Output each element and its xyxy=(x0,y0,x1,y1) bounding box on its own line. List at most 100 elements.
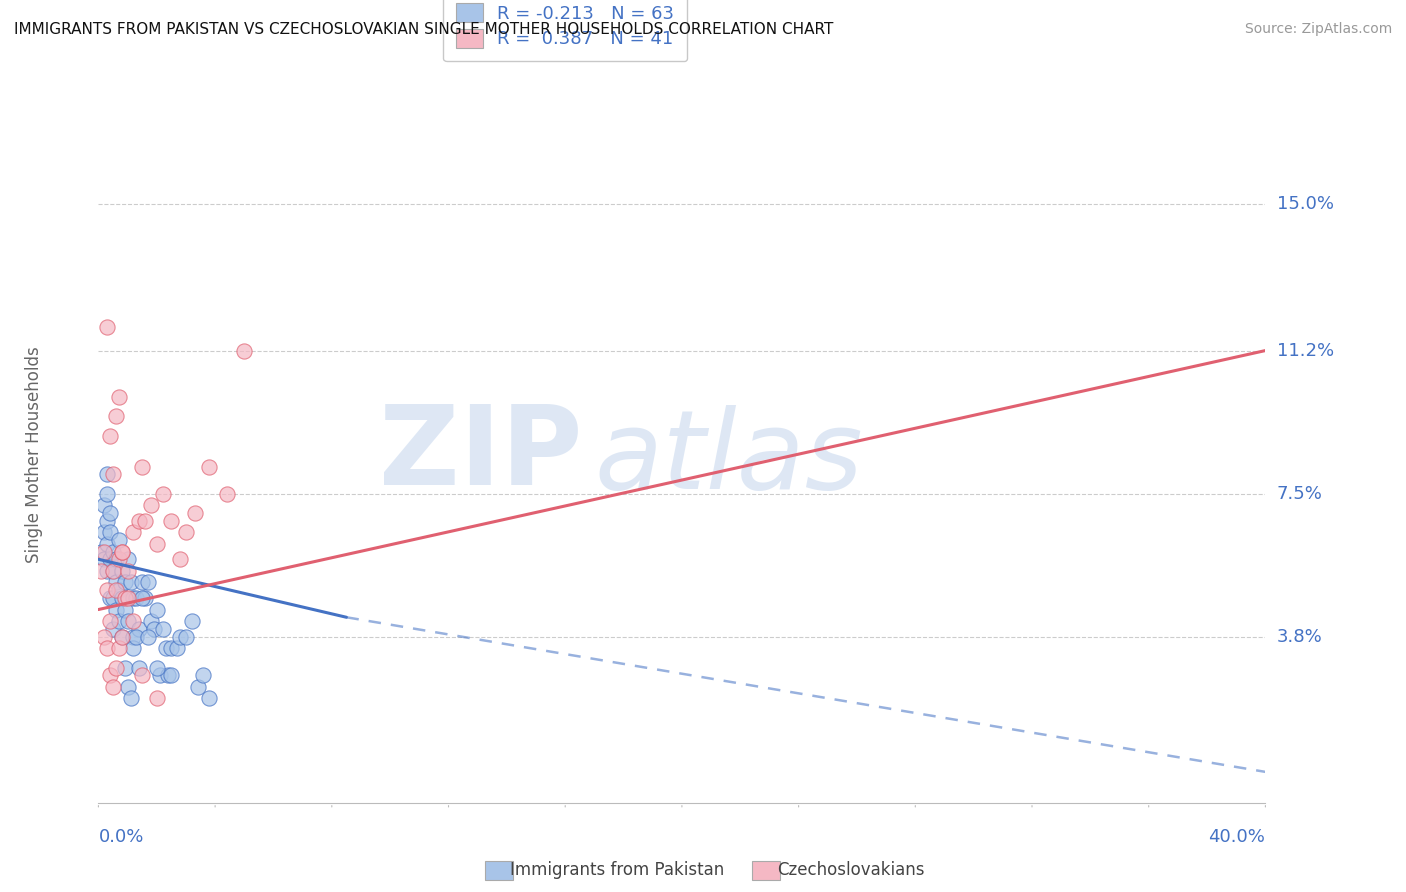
Point xyxy=(122,525,145,540)
Point xyxy=(108,390,131,404)
Point xyxy=(96,514,118,528)
Point xyxy=(98,614,121,628)
Point xyxy=(139,498,162,512)
Point xyxy=(111,544,134,558)
Point xyxy=(108,583,131,598)
Point xyxy=(96,564,118,578)
Point xyxy=(128,622,150,636)
Point xyxy=(98,506,121,520)
Point xyxy=(101,680,124,694)
Point xyxy=(104,575,127,590)
Text: ZIP: ZIP xyxy=(380,401,582,508)
Point xyxy=(98,525,121,540)
Point xyxy=(169,552,191,566)
Point xyxy=(157,668,180,682)
Text: IMMIGRANTS FROM PAKISTAN VS CZECHOSLOVAKIAN SINGLE MOTHER HOUSEHOLDS CORRELATION: IMMIGRANTS FROM PAKISTAN VS CZECHOSLOVAK… xyxy=(14,22,834,37)
Point xyxy=(139,614,162,628)
Point xyxy=(117,614,139,628)
Legend: R = -0.213   N = 63, R =  0.387   N = 41: R = -0.213 N = 63, R = 0.387 N = 41 xyxy=(443,0,688,62)
Point xyxy=(169,630,191,644)
Point xyxy=(101,544,124,558)
Point xyxy=(117,680,139,694)
Point xyxy=(104,552,127,566)
Point xyxy=(198,459,221,474)
Point xyxy=(134,591,156,605)
Point xyxy=(101,564,124,578)
Point xyxy=(101,591,124,605)
Point xyxy=(187,680,209,694)
Point xyxy=(152,622,174,636)
Text: Czechoslovakians: Czechoslovakians xyxy=(778,861,925,879)
Text: 0.0%: 0.0% xyxy=(98,828,143,846)
Text: Immigrants from Pakistan: Immigrants from Pakistan xyxy=(510,861,724,879)
Point xyxy=(160,641,183,656)
Point xyxy=(98,668,121,682)
Point xyxy=(160,668,183,682)
Point xyxy=(111,630,134,644)
Point xyxy=(120,691,142,706)
Point xyxy=(174,525,197,540)
Point xyxy=(180,614,202,628)
Text: 3.8%: 3.8% xyxy=(1277,628,1322,646)
Point xyxy=(96,467,118,482)
Point xyxy=(149,668,172,682)
Point xyxy=(101,467,124,482)
Point xyxy=(111,591,134,605)
Point xyxy=(146,691,169,706)
Point xyxy=(128,514,150,528)
Point xyxy=(122,630,145,644)
Point xyxy=(101,564,124,578)
Point xyxy=(136,630,159,644)
Point xyxy=(108,533,131,547)
Point xyxy=(142,622,165,636)
Point xyxy=(117,552,139,566)
Point xyxy=(128,660,150,674)
Point xyxy=(93,525,115,540)
Point xyxy=(93,630,115,644)
Point xyxy=(93,552,115,566)
Point xyxy=(117,591,139,605)
Point xyxy=(193,668,215,682)
Point xyxy=(96,641,118,656)
Point xyxy=(101,622,124,636)
Point xyxy=(120,575,142,590)
Point xyxy=(111,564,134,578)
Point xyxy=(152,486,174,500)
Point xyxy=(122,614,145,628)
Point xyxy=(146,602,169,616)
Point xyxy=(98,591,121,605)
Point xyxy=(183,506,205,520)
Point xyxy=(111,630,134,644)
Point xyxy=(131,575,153,590)
Point xyxy=(98,552,121,566)
Text: 40.0%: 40.0% xyxy=(1209,828,1265,846)
Point xyxy=(174,630,197,644)
Point xyxy=(198,691,221,706)
Point xyxy=(125,591,148,605)
Text: Source: ZipAtlas.com: Source: ZipAtlas.com xyxy=(1244,22,1392,37)
Point xyxy=(125,630,148,644)
Point xyxy=(90,564,112,578)
Point xyxy=(155,641,177,656)
Point xyxy=(160,514,183,528)
Point xyxy=(233,343,256,358)
Point xyxy=(122,591,145,605)
Point xyxy=(134,514,156,528)
Point xyxy=(146,537,169,551)
Point xyxy=(114,575,136,590)
Point xyxy=(114,591,136,605)
Point xyxy=(114,602,136,616)
Point xyxy=(215,486,238,500)
Point xyxy=(146,660,169,674)
Point xyxy=(131,668,153,682)
Point xyxy=(108,641,131,656)
Point xyxy=(108,552,131,566)
Point xyxy=(104,409,127,424)
Point xyxy=(93,544,115,558)
Point xyxy=(104,583,127,598)
Point xyxy=(111,544,134,558)
Point xyxy=(90,544,112,558)
Point xyxy=(136,575,159,590)
Point xyxy=(96,320,118,334)
Text: Single Mother Households: Single Mother Households xyxy=(25,347,44,563)
